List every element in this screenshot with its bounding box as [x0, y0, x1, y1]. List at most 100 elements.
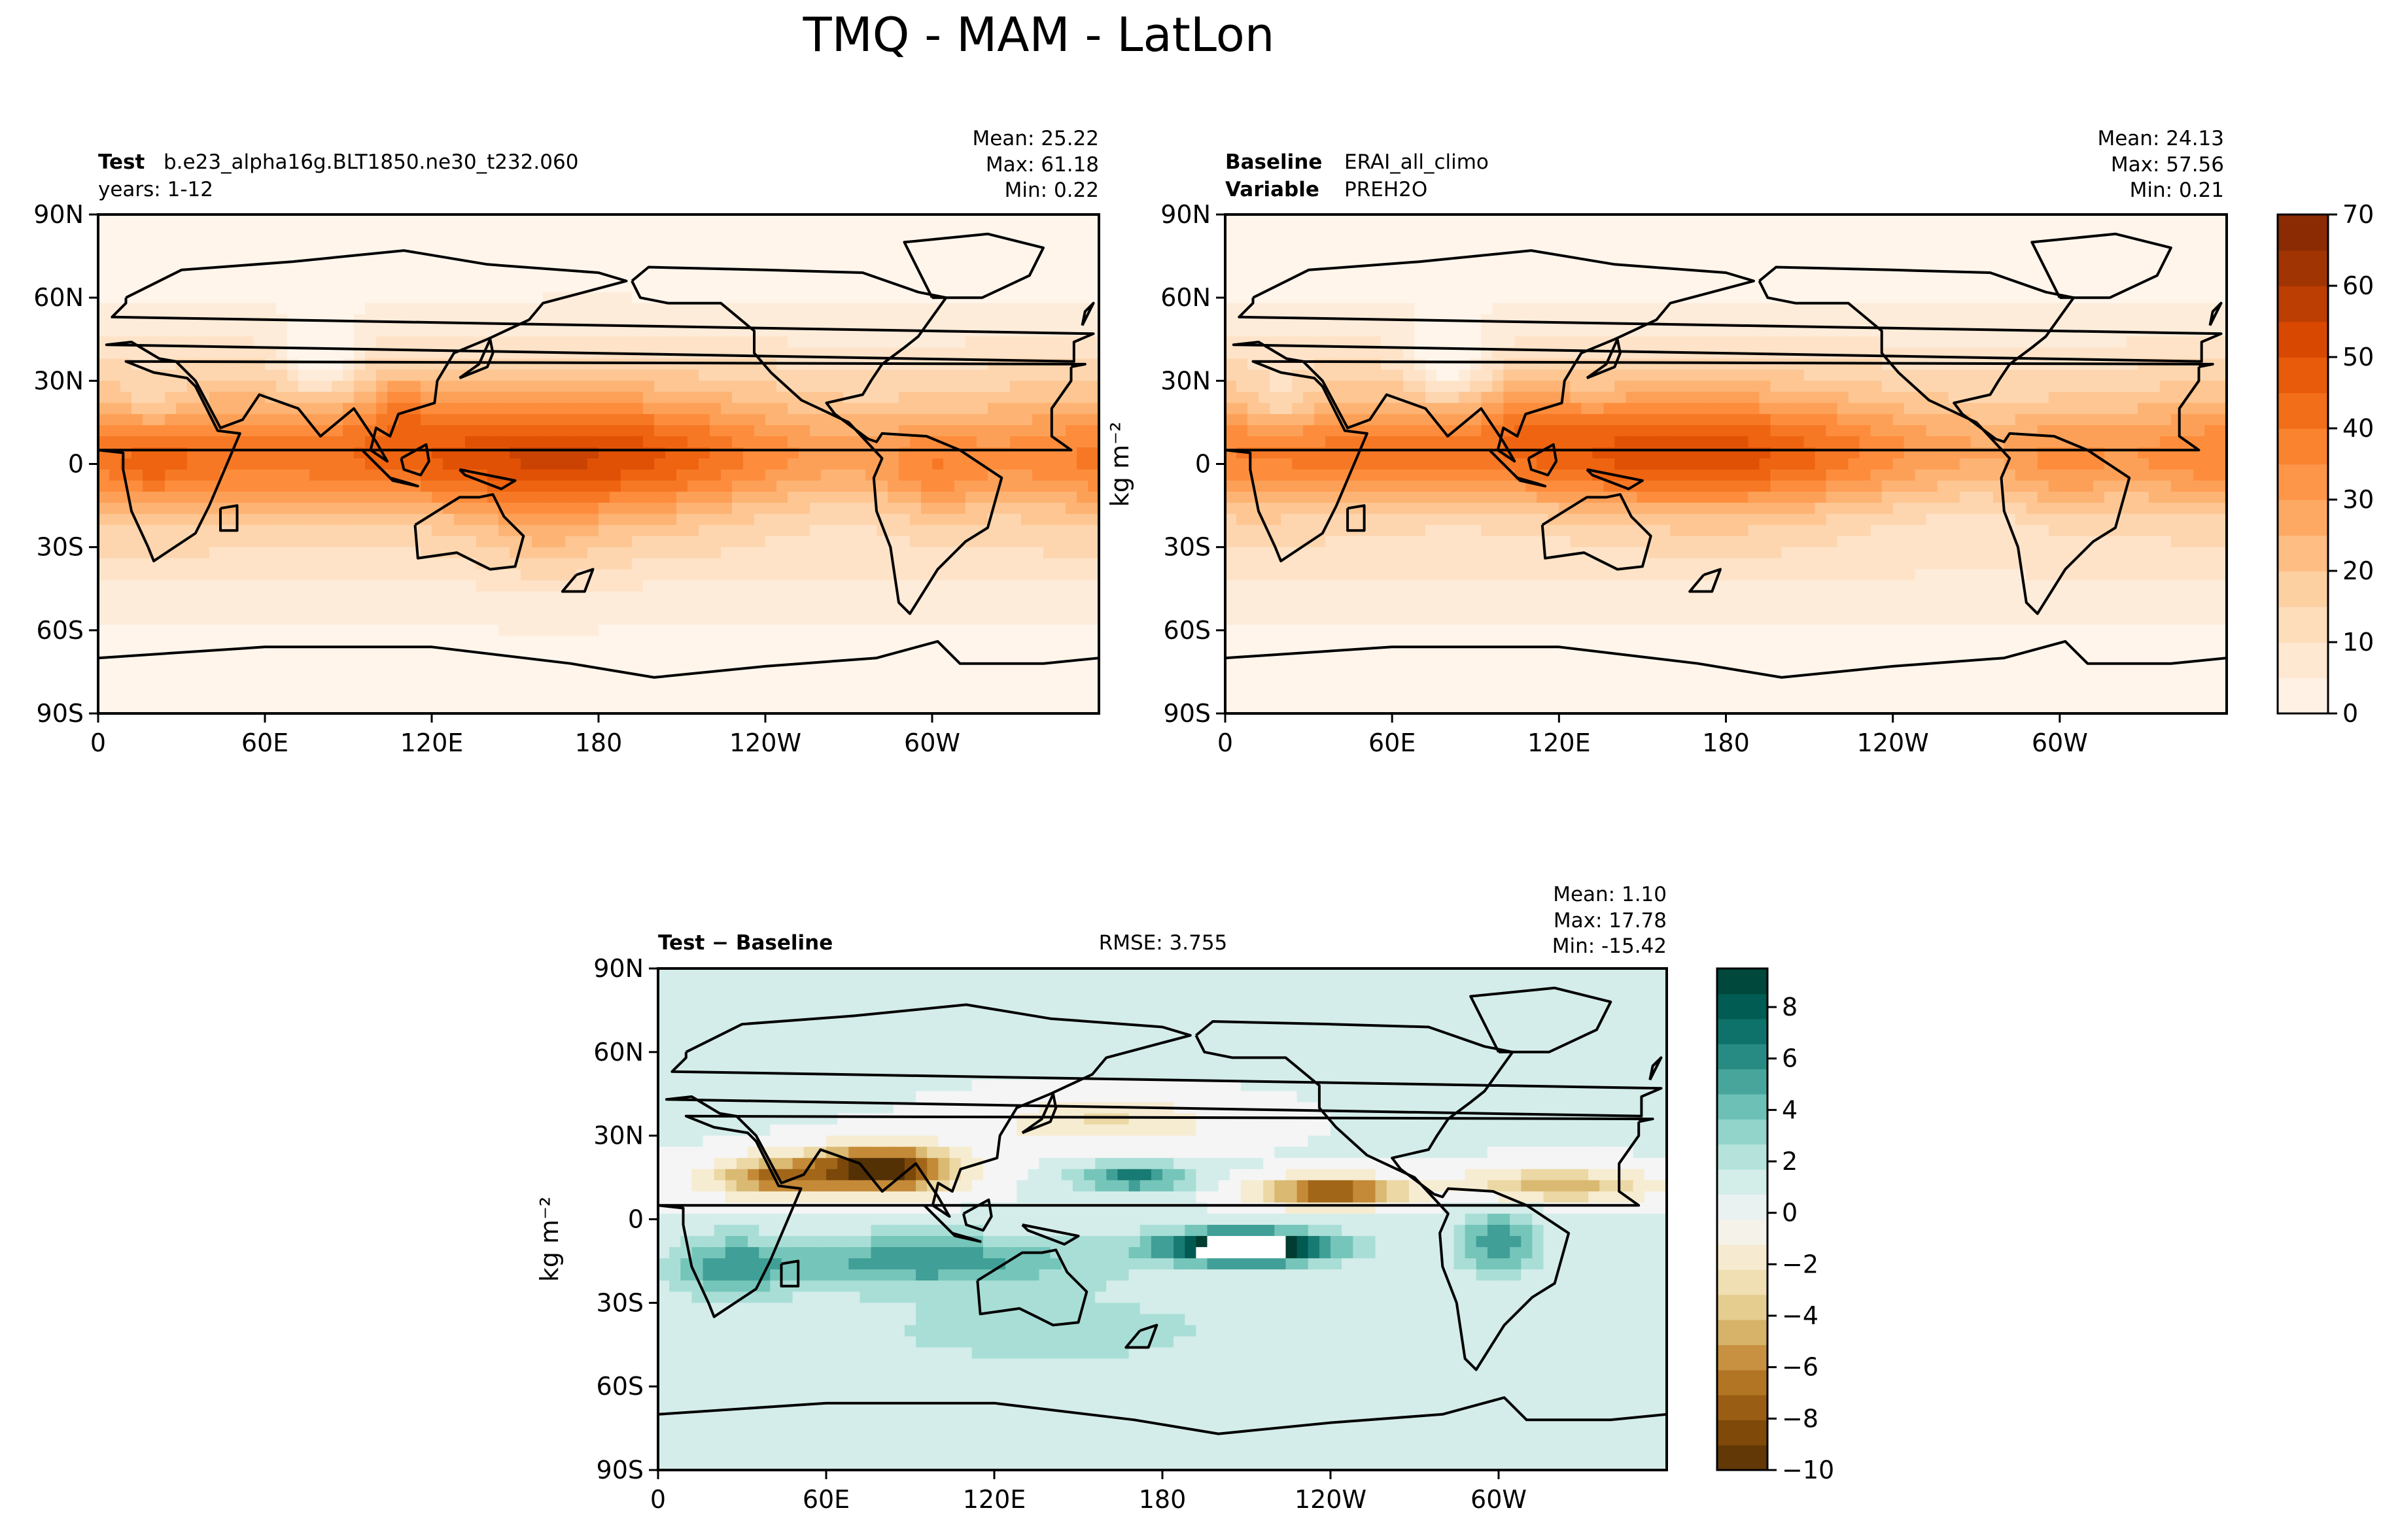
test-cell	[865, 347, 877, 360]
test-cell	[732, 691, 744, 703]
baseline-cell	[2004, 292, 2016, 304]
baseline-cell	[1759, 236, 1771, 248]
test-cell	[799, 292, 810, 304]
test-cell	[621, 558, 633, 570]
test-cell	[610, 613, 621, 626]
test-cell	[643, 558, 655, 570]
test-cell	[398, 658, 410, 670]
test-cell	[776, 558, 788, 570]
test-cell	[610, 524, 621, 537]
test-cell	[232, 325, 243, 337]
test-cell	[287, 281, 299, 293]
test-cell	[265, 425, 277, 437]
test-cell	[187, 425, 199, 437]
test-cell	[454, 381, 466, 393]
test-cell	[309, 680, 321, 692]
test-cell	[710, 613, 722, 626]
baseline-cell	[2137, 258, 2149, 271]
test-cell	[643, 636, 655, 648]
test-cell	[965, 458, 977, 470]
baseline-cell	[1992, 258, 2005, 271]
test-cell	[498, 247, 510, 260]
test-cell	[98, 536, 110, 548]
test-cell	[854, 247, 866, 260]
test-cell	[365, 358, 377, 371]
baseline-cell	[1848, 281, 1860, 293]
test-cell	[932, 602, 944, 615]
test-cell	[765, 281, 777, 293]
test-cell	[243, 625, 254, 637]
test-cell	[865, 658, 877, 670]
test-cell	[376, 403, 388, 415]
test-cell	[220, 436, 232, 448]
test-cell	[799, 470, 810, 481]
baseline-cell	[1726, 226, 1738, 237]
test-cell	[843, 470, 855, 481]
test-xtick-label: 120E	[400, 728, 464, 757]
baseline-cell	[1281, 236, 1293, 248]
test-cell	[732, 558, 744, 570]
test-cell	[721, 524, 733, 537]
test-cell	[1077, 524, 1088, 537]
test-cell	[1021, 502, 1033, 515]
test-cell	[1010, 569, 1022, 581]
test-cell	[643, 369, 655, 382]
test-coastline	[219, 504, 239, 532]
test-cell	[854, 281, 866, 293]
test-cell	[1043, 591, 1055, 604]
test-cell	[432, 524, 443, 537]
baseline-cell	[1336, 214, 1348, 226]
test-cell	[454, 658, 466, 670]
test-cell	[198, 669, 210, 681]
baseline-cell	[1392, 281, 1404, 293]
test-cell	[98, 602, 110, 615]
test-cell	[409, 303, 421, 315]
test-cell	[1010, 625, 1022, 637]
test-cell	[710, 347, 722, 360]
test-cell	[220, 569, 232, 581]
test-cell	[309, 591, 321, 604]
baseline-cell	[1414, 226, 1426, 237]
test-cell	[899, 214, 911, 226]
baseline-cell	[1348, 292, 1359, 304]
test-cell	[999, 513, 1011, 526]
test-cell	[465, 281, 477, 293]
test-cell	[621, 547, 633, 559]
test-cell	[109, 226, 121, 237]
test-cell	[354, 303, 366, 315]
baseline-cell	[1815, 292, 1827, 304]
test-cell	[209, 281, 221, 293]
test-cell	[676, 513, 688, 526]
test-cell	[254, 480, 266, 492]
test-cell	[343, 658, 355, 670]
test-cell	[432, 403, 443, 415]
test-cell	[165, 392, 177, 404]
test-cell	[1043, 247, 1055, 260]
test-ytick-label: 0	[68, 450, 84, 479]
test-cell	[954, 470, 966, 481]
baseline-cell	[1325, 214, 1337, 226]
test-cell	[932, 658, 944, 670]
test-cell	[287, 502, 299, 515]
test-cell	[421, 580, 432, 592]
test-cell	[254, 536, 266, 548]
test-cell	[799, 214, 810, 226]
test-cell	[131, 403, 143, 415]
baseline-cell	[1314, 247, 1326, 260]
test-cell	[865, 513, 877, 526]
test-cell	[232, 392, 243, 404]
test-cell	[243, 702, 254, 713]
baseline-cell	[2015, 236, 2027, 248]
test-cell	[254, 336, 266, 349]
test-cell	[365, 414, 377, 426]
baseline-cell	[1559, 226, 1571, 237]
test-cell	[765, 381, 777, 393]
test-cell	[298, 591, 310, 604]
test-cell	[421, 414, 432, 426]
baseline-cell	[1837, 292, 1849, 304]
test-cell	[532, 558, 544, 570]
test-cell	[521, 480, 532, 492]
test-cell	[265, 470, 277, 481]
test-cell	[654, 502, 666, 515]
baseline-cell	[1870, 214, 1883, 226]
